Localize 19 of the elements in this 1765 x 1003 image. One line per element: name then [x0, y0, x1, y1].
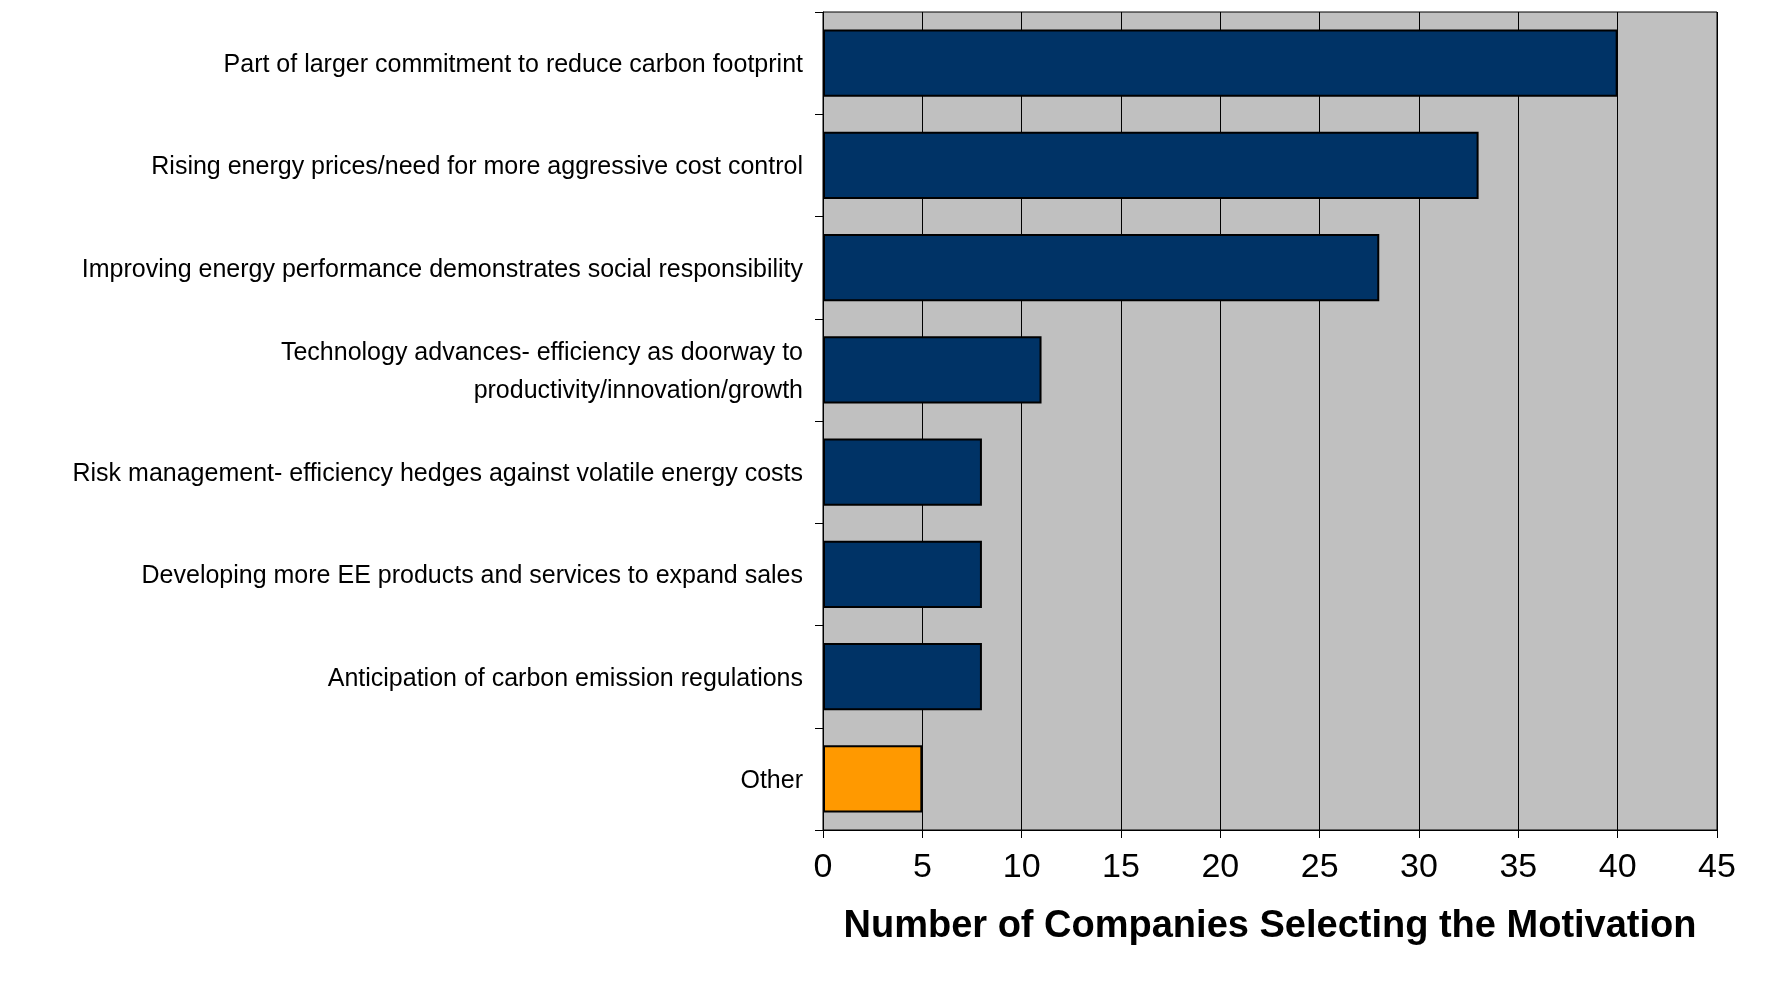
y-tick-label: Rising energy prices/need for more aggressive cost control: [151, 151, 803, 180]
y-tick-label: Risk management- efficiency hedges against volatile energy costs: [72, 458, 803, 487]
y-tick-label: Technology advances- efficiency as doorway to productivity/innovation/growth: [280, 336, 803, 403]
y-tick-label: Anticipation of carbon emission regulations: [327, 662, 803, 691]
y-tick-label: Developing more EE products and services to expand sales: [141, 560, 803, 589]
x-tick-label: 0: [813, 846, 833, 884]
x-tick-label: 35: [1499, 846, 1538, 884]
x-tick-label: 25: [1300, 846, 1339, 884]
y-tick-label: Part of larger commitment to reduce carbon footprint: [223, 49, 804, 78]
x-tick-label: 30: [1400, 846, 1438, 884]
y-tick-label: Other: [740, 764, 803, 793]
x-axis-title: Number of Companies Selecting the Motivation: [843, 903, 1697, 945]
x-tick-label: 20: [1201, 846, 1240, 884]
x-tick-label: 10: [1002, 846, 1041, 884]
x-tick-label: 15: [1102, 846, 1140, 884]
x-tick-label: 45: [1698, 846, 1736, 884]
x-tick-label: 5: [912, 846, 932, 884]
y-tick-label: Improving energy performance demonstrates social responsibility: [81, 253, 804, 282]
x-tick-label: 40: [1598, 846, 1637, 884]
